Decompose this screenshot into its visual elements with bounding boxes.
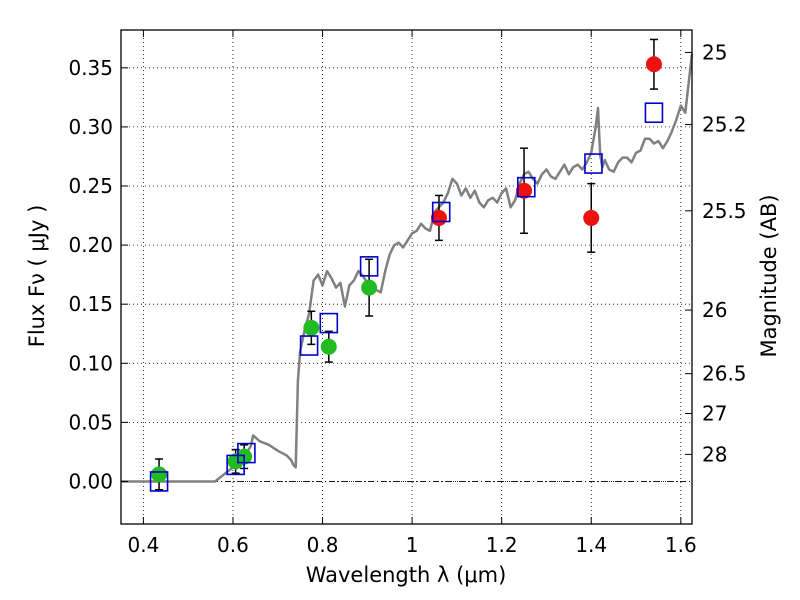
right-tick-label: 26.5 bbox=[702, 362, 747, 386]
x-tick-label: 1.2 bbox=[486, 533, 518, 557]
model-photometry-square bbox=[299, 335, 319, 356]
model-photometry-square bbox=[149, 471, 169, 492]
right-tick-label: 25.5 bbox=[702, 199, 747, 223]
model-sed-line bbox=[121, 53, 694, 483]
right-tick-label: 26 bbox=[702, 298, 727, 322]
x-tick-label: 0.8 bbox=[307, 533, 339, 557]
right-tick-labels: 25 25.2 25.5 26 26.5 27 28 bbox=[702, 40, 747, 466]
x-axis-label: Wavelength λ (μm) bbox=[306, 563, 507, 587]
observed-flux-point bbox=[645, 56, 662, 73]
model-photometry-square bbox=[431, 201, 451, 223]
y-tick-label: 0.25 bbox=[68, 174, 113, 198]
observed-flux-point bbox=[320, 338, 337, 355]
model-photometry-square bbox=[319, 312, 339, 334]
y-axis-label: Flux Fν ( μJy ) bbox=[25, 205, 49, 348]
observed-flux-point bbox=[361, 279, 378, 296]
model-photometry-square bbox=[226, 454, 245, 476]
observed-flux-point bbox=[151, 466, 168, 483]
right-tick-label: 25.2 bbox=[702, 113, 747, 137]
observed-flux-point bbox=[583, 209, 600, 226]
right-tick-label: 27 bbox=[702, 402, 727, 426]
plot-frame bbox=[120, 29, 693, 525]
model-photometry-square bbox=[584, 153, 603, 174]
y-tick-label: 0.00 bbox=[68, 469, 113, 493]
axis-ticks bbox=[121, 30, 692, 524]
model-sed bbox=[121, 53, 694, 483]
y-tick-label: 0.20 bbox=[68, 233, 113, 257]
model-photometry-square bbox=[359, 256, 379, 277]
right-tick-label: 28 bbox=[702, 442, 727, 466]
x-tick-label: 1.6 bbox=[665, 533, 697, 557]
right-axis-label: Magnitude (AB) bbox=[757, 194, 781, 357]
x-tick-label: 1 bbox=[406, 533, 419, 557]
y-tick-label: 0.15 bbox=[68, 292, 113, 316]
model-photometry-square bbox=[237, 442, 256, 464]
y-tick-label: 0.30 bbox=[68, 115, 113, 139]
observed-flux-point bbox=[516, 182, 533, 199]
right-tick-label: 25 bbox=[702, 40, 727, 64]
x-tick-label: 0.6 bbox=[217, 533, 249, 557]
y-tick-labels: 0.00 0.05 0.10 0.15 0.20 0.25 0.30 0.35 bbox=[68, 56, 113, 494]
data-points bbox=[149, 38, 664, 492]
x-tick-label: 1.4 bbox=[575, 533, 607, 557]
y-tick-label: 0.10 bbox=[68, 351, 113, 375]
y-tick-label: 0.05 bbox=[68, 410, 113, 434]
model-photometry-square bbox=[644, 102, 664, 124]
observed-flux-point bbox=[303, 319, 320, 336]
y-tick-label: 0.35 bbox=[68, 56, 113, 80]
grid-lines bbox=[121, 30, 692, 524]
x-tick-labels: 0.4 0.6 0.8 1 1.2 1.4 1.6 bbox=[127, 533, 696, 557]
x-tick-label: 0.4 bbox=[127, 533, 159, 557]
model-photometry-square bbox=[516, 176, 536, 198]
